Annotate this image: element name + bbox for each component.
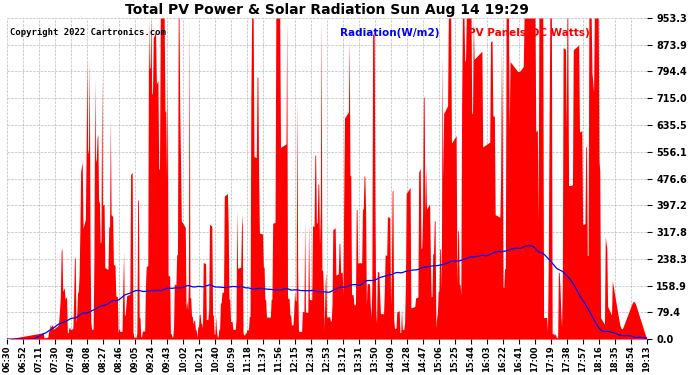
Title: Total PV Power & Solar Radiation Sun Aug 14 19:29: Total PV Power & Solar Radiation Sun Aug… — [125, 3, 529, 17]
Text: PV Panels(DC Watts): PV Panels(DC Watts) — [468, 28, 589, 38]
Text: Radiation(W/m2): Radiation(W/m2) — [339, 28, 440, 38]
Text: Copyright 2022 Cartronics.com: Copyright 2022 Cartronics.com — [10, 28, 166, 37]
